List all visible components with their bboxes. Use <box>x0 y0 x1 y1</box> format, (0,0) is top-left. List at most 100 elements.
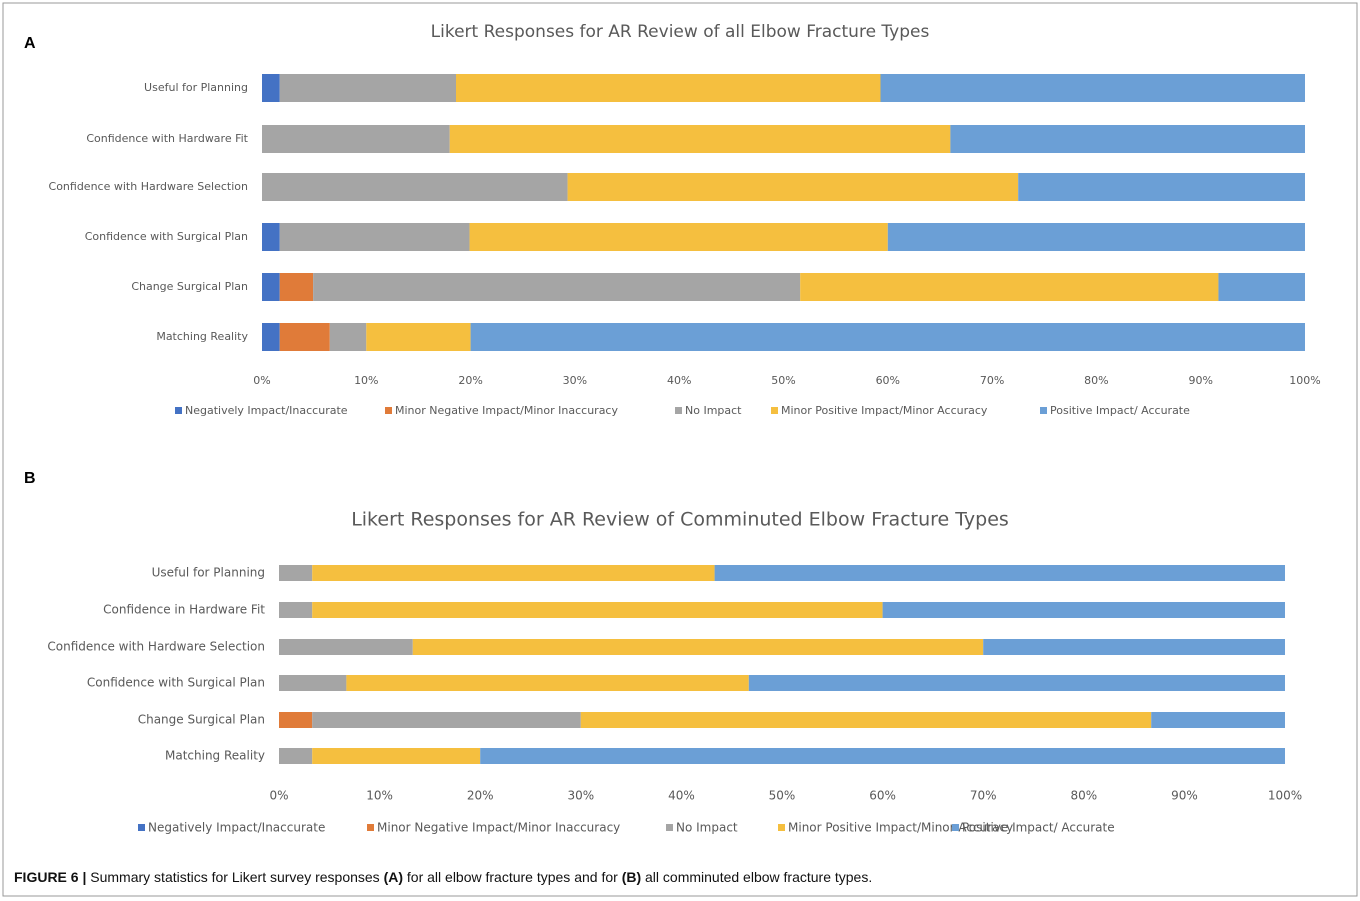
x-tick-label: 60% <box>869 789 896 803</box>
x-tick-label: 10% <box>354 374 378 387</box>
bar-segment <box>279 223 470 251</box>
caption-part: FIGURE 6 | <box>14 869 86 885</box>
legend-label: Minor Negative Impact/Minor Inaccuracy <box>377 821 620 835</box>
legend-label: No Impact <box>685 404 742 417</box>
bar-segment <box>1018 173 1305 201</box>
caption-part: (B) <box>622 869 641 885</box>
x-tick-label: 90% <box>1188 374 1212 387</box>
legend-swatch <box>778 824 785 831</box>
bar-segment <box>279 323 330 351</box>
x-tick-label: 60% <box>876 374 900 387</box>
y-tick-label: Useful for Planning <box>144 81 248 94</box>
bar-segment <box>279 602 313 618</box>
y-tick-label: Confidence with Hardware Selection <box>47 640 265 654</box>
legend-label: Minor Negative Impact/Minor Inaccuracy <box>395 404 618 417</box>
bar-segment <box>262 173 568 201</box>
legend-swatch <box>1040 407 1047 414</box>
legend-label: Negatively Impact/Inaccurate <box>185 404 348 417</box>
y-tick-label: Change Surgical Plan <box>138 713 265 727</box>
legend-swatch <box>138 824 145 831</box>
bar-segment <box>480 748 1285 764</box>
bar-segment <box>567 173 1019 201</box>
bar-segment <box>262 125 450 153</box>
legend-swatch <box>385 407 392 414</box>
x-tick-label: 70% <box>970 789 997 803</box>
bar-segment <box>329 323 367 351</box>
caption: FIGURE 6 | Summary statistics for Likert… <box>14 869 872 885</box>
bar-segment <box>880 74 1305 102</box>
bar-segment <box>470 323 1306 351</box>
bar-segment <box>1218 273 1305 301</box>
x-tick-label: 20% <box>458 374 482 387</box>
x-tick-label: 90% <box>1171 789 1198 803</box>
panel-label: A <box>24 35 36 52</box>
x-tick-label: 50% <box>771 374 795 387</box>
legend-swatch <box>771 407 778 414</box>
legend-swatch <box>952 824 959 831</box>
caption-part: for all elbow fracture types and for <box>403 869 622 885</box>
chart-title: Likert Responses for AR Review of Commin… <box>351 509 1009 531</box>
legend-swatch <box>367 824 374 831</box>
bar-segment <box>366 323 471 351</box>
bar-segment <box>279 748 313 764</box>
bar-segment <box>455 74 881 102</box>
bar-segment <box>262 323 280 351</box>
bar-segment <box>279 565 313 581</box>
legend-label: Positive Impact/ Accurate <box>962 821 1115 835</box>
bar-segment <box>312 602 883 618</box>
x-tick-label: 80% <box>1070 789 1097 803</box>
y-tick-label: Matching Reality <box>165 749 265 763</box>
y-tick-label: Confidence with Hardware Selection <box>49 180 249 193</box>
x-tick-label: 100% <box>1268 789 1302 803</box>
legend-label: Negatively Impact/Inaccurate <box>148 821 325 835</box>
bar-segment <box>887 223 1305 251</box>
caption-part: Summary statistics for Likert survey res… <box>86 869 383 885</box>
bar-segment <box>412 639 984 655</box>
legend-swatch <box>675 407 682 414</box>
bar-segment <box>346 675 749 691</box>
x-tick-label: 70% <box>980 374 1004 387</box>
x-tick-label: 10% <box>366 789 393 803</box>
y-tick-label: Confidence with Hardware Fit <box>86 132 248 145</box>
bar-segment <box>279 273 314 301</box>
y-tick-label: Matching Reality <box>156 330 248 343</box>
x-tick-label: 50% <box>769 789 796 803</box>
y-tick-label: Change Surgical Plan <box>131 280 248 293</box>
bar-segment <box>312 712 581 728</box>
x-tick-label: 40% <box>667 374 691 387</box>
bar-segment <box>983 639 1285 655</box>
bar-segment <box>279 74 456 102</box>
bar-segment <box>312 748 481 764</box>
bar-segment <box>279 712 313 728</box>
bar-segment <box>313 273 801 301</box>
bar-segment <box>279 675 347 691</box>
bar-segment <box>279 639 413 655</box>
bar-segment <box>262 223 280 251</box>
bar-segment <box>748 675 1285 691</box>
panel-label: B <box>24 470 36 487</box>
caption-part: all comminuted elbow fracture types. <box>641 869 872 885</box>
x-tick-label: 40% <box>668 789 695 803</box>
y-tick-label: Confidence in Hardware Fit <box>103 603 265 617</box>
y-tick-label: Useful for Planning <box>152 566 265 580</box>
caption-part: (A) <box>384 869 403 885</box>
bar-segment <box>449 125 951 153</box>
bar-segment <box>1151 712 1285 728</box>
chart-title: Likert Responses for AR Review of all El… <box>431 22 930 42</box>
x-tick-label: 100% <box>1289 374 1320 387</box>
legend-swatch <box>175 407 182 414</box>
bar-segment <box>580 712 1152 728</box>
x-tick-label: 80% <box>1084 374 1108 387</box>
x-tick-label: 30% <box>567 789 594 803</box>
bar-segment <box>882 602 1285 618</box>
x-tick-label: 0% <box>269 789 288 803</box>
bar-segment <box>714 565 1285 581</box>
x-tick-label: 30% <box>563 374 587 387</box>
y-tick-label: Confidence with Surgical Plan <box>87 676 265 690</box>
x-tick-label: 20% <box>467 789 494 803</box>
bar-segment <box>469 223 888 251</box>
x-tick-label: 0% <box>253 374 270 387</box>
legend-label: Positive Impact/ Accurate <box>1050 404 1190 417</box>
